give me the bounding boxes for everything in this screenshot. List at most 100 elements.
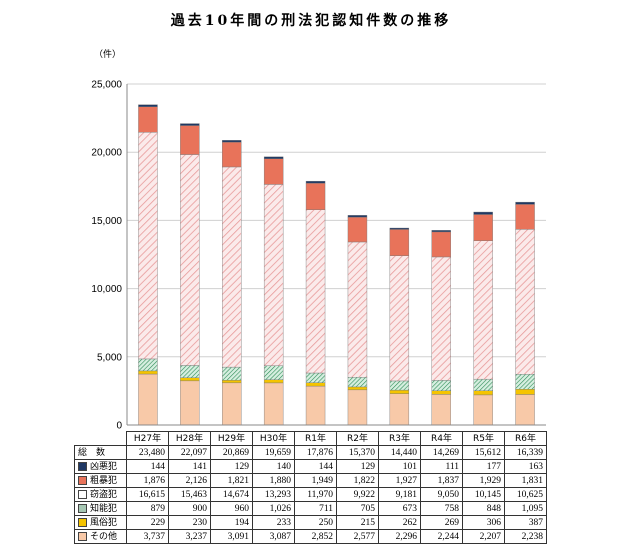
bar-segment-窃盗犯 (473, 240, 493, 380)
legend-swatch (78, 489, 87, 499)
total-cell: 16,339 (504, 445, 547, 460)
column-header: R4年 (420, 431, 463, 446)
bar-segment-風俗犯 (347, 386, 368, 391)
value-cell: 879 (126, 501, 169, 516)
value-cell: 144 (126, 459, 169, 474)
value-cell: 16,615 (126, 487, 169, 502)
value-cell: 306 (462, 515, 505, 530)
total-cell: 19,659 (252, 445, 295, 460)
column-header: R2年 (336, 431, 379, 446)
bar-segment-風俗犯 (263, 379, 284, 384)
chart-title: 過去10年間の刑法犯認知件数の推移 (170, 13, 452, 29)
value-cell: 15,463 (168, 487, 211, 502)
total-cell: 20,869 (210, 445, 253, 460)
bar-segment-風俗犯 (180, 377, 200, 382)
bar-segment-粗暴犯 (389, 229, 410, 256)
total-cell: 17,876 (294, 445, 337, 460)
legend-entry: 粗暴犯 (74, 473, 127, 488)
bar-segment-その他 (347, 389, 368, 426)
bar-segment-風俗犯 (222, 379, 242, 384)
value-cell: 230 (168, 515, 211, 530)
legend-swatch (78, 461, 87, 471)
value-cell: 144 (294, 459, 337, 474)
bar-segment-粗暴犯 (431, 231, 451, 258)
value-cell: 3,737 (126, 529, 169, 544)
table-header-row: H27年 H28年 H29年 H30年 R1年 R2年 R3年 R4年 R5年 R6年 (74, 431, 547, 446)
bar-segment-粗暴犯 (305, 182, 326, 210)
total-cell: 23,480 (126, 445, 169, 460)
total-cell: 14,269 (420, 445, 463, 460)
row-label-total: 総 数 (74, 445, 127, 460)
value-cell: 2,207 (462, 529, 505, 544)
bar-segment-知能犯 (180, 365, 200, 378)
table-row-series: 凶悪犯 144 141 129 140 144 129 101 111 177 163 (74, 459, 547, 474)
legend-swatch (78, 475, 87, 485)
column-header: R6年 (504, 431, 547, 446)
value-cell: 13,293 (252, 487, 295, 502)
value-cell: 10,145 (462, 487, 505, 502)
value-cell: 269 (420, 515, 463, 530)
value-cell: 10,625 (504, 487, 547, 502)
value-cell: 1,949 (294, 473, 337, 488)
value-cell: 11,970 (294, 487, 337, 502)
value-cell: 233 (252, 515, 295, 530)
column-header: H28年 (168, 431, 211, 446)
bar-segment-その他 (389, 393, 410, 426)
value-cell: 673 (378, 501, 421, 516)
column-header: H27年 (126, 431, 169, 446)
value-cell: 9,050 (420, 487, 463, 502)
data-table: H27年 H28年 H29年 H30年 R1年 R2年 R3年 R4年 R5年 R6年 総 数 2… (74, 431, 547, 544)
value-cell: 140 (252, 459, 295, 474)
bar-segment-窃盗犯 (305, 209, 326, 374)
bar-segment-凶悪犯 (263, 156, 284, 159)
bar-segment-その他 (222, 382, 242, 426)
total-cell: 15,370 (336, 445, 379, 460)
value-cell: 129 (210, 459, 253, 474)
value-cell: 3,087 (252, 529, 295, 544)
bar-segment-知能犯 (138, 358, 158, 372)
value-cell: 101 (378, 459, 421, 474)
y-tick-label: 25,000 (91, 80, 122, 91)
table-row-series: 粗暴犯 1,876 2,126 1,821 1,880 1,949 1,822 1,927 1,… (74, 473, 547, 488)
bar-segment-凶悪犯 (180, 123, 200, 126)
value-cell: 711 (294, 501, 337, 516)
bar-segment-粗暴犯 (515, 204, 535, 230)
value-cell: 215 (336, 515, 379, 530)
value-cell: 1,095 (504, 501, 547, 516)
bar-segment-粗暴犯 (347, 216, 368, 243)
bar-segment-その他 (263, 382, 284, 426)
legend-entry: 知能犯 (74, 501, 127, 516)
legend-entry: 窃盗犯 (74, 487, 127, 502)
value-cell: 848 (462, 501, 505, 516)
value-cell: 111 (420, 459, 463, 474)
bar-segment-窃盗犯 (515, 229, 535, 375)
bar-segment-知能犯 (305, 372, 326, 383)
value-cell: 163 (504, 459, 547, 474)
legend-entry: 風俗犯 (74, 515, 127, 530)
bar-segment-凶悪犯 (431, 230, 451, 233)
value-cell: 229 (126, 515, 169, 530)
value-cell: 3,237 (168, 529, 211, 544)
value-cell: 960 (210, 501, 253, 516)
total-cell: 15,612 (462, 445, 505, 460)
y-tick-label: 10,000 (91, 284, 122, 295)
value-cell: 758 (420, 501, 463, 516)
bars (138, 104, 535, 426)
column-header: H29年 (210, 431, 253, 446)
y-tick-label: 15,000 (91, 216, 122, 227)
bar-segment-凶悪犯 (347, 215, 368, 218)
value-cell: 900 (168, 501, 211, 516)
bar-segment-窃盗犯 (222, 166, 242, 368)
column-header: R3年 (378, 431, 421, 446)
bar-segment-凶悪犯 (222, 140, 242, 143)
legend-label: 知能犯 (90, 503, 118, 514)
bar-segment-粗暴犯 (138, 106, 158, 133)
legend-label: 風俗犯 (90, 517, 118, 528)
value-cell: 1,837 (420, 473, 463, 488)
bar-segment-風俗犯 (431, 390, 451, 395)
value-cell: 14,674 (210, 487, 253, 502)
y-axis-ticks: 0 5,000 10,000 15,000 20,000 25,000 (91, 80, 122, 432)
bar-segment-その他 (431, 394, 451, 426)
bar-segment-粗暴犯 (222, 141, 242, 168)
y-tick-label: 0 (116, 421, 122, 432)
